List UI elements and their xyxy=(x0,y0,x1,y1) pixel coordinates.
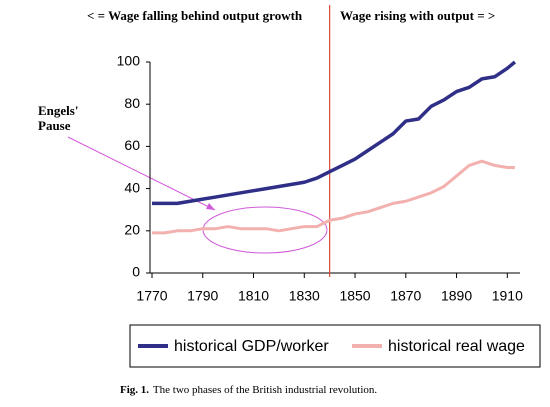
right-heading: Wage rising with output = > xyxy=(340,8,495,23)
caption-label: Fig. 1. xyxy=(120,384,149,396)
x-tick-label: 1790 xyxy=(187,288,218,304)
caption-text: The two phases of the British industrial… xyxy=(153,384,377,396)
y-tick-label: 20 xyxy=(124,222,140,238)
x-tick-label: 1810 xyxy=(238,288,269,304)
x-tick-label: 1890 xyxy=(441,288,472,304)
annotation-line: Engels' xyxy=(38,103,78,118)
legend-label: historical real wage xyxy=(388,338,525,355)
y-tick-label: 100 xyxy=(117,53,141,69)
annotation-arrow xyxy=(67,136,216,211)
y-tick-label: 60 xyxy=(124,137,140,153)
caption: Fig. 1. The two phases of the British in… xyxy=(120,381,377,397)
series-line xyxy=(152,159,515,235)
y-tick-label: 80 xyxy=(124,95,140,111)
annotation-line: Pause xyxy=(38,118,71,133)
series-line xyxy=(152,60,517,206)
y-tick-label: 40 xyxy=(124,179,140,195)
arrow-head xyxy=(206,203,215,210)
x-tick-label: 1770 xyxy=(136,288,167,304)
x-tick-label: 1870 xyxy=(390,288,421,304)
x-tick-label: 1910 xyxy=(492,288,523,304)
y-tick-label: 0 xyxy=(132,264,140,280)
legend-box xyxy=(129,324,541,368)
legend-label: historical GDP/worker xyxy=(174,338,329,355)
x-tick-label: 1830 xyxy=(289,288,320,304)
x-tick-label: 1850 xyxy=(339,288,370,304)
left-heading: < = Wage falling behind output growth xyxy=(87,8,303,23)
